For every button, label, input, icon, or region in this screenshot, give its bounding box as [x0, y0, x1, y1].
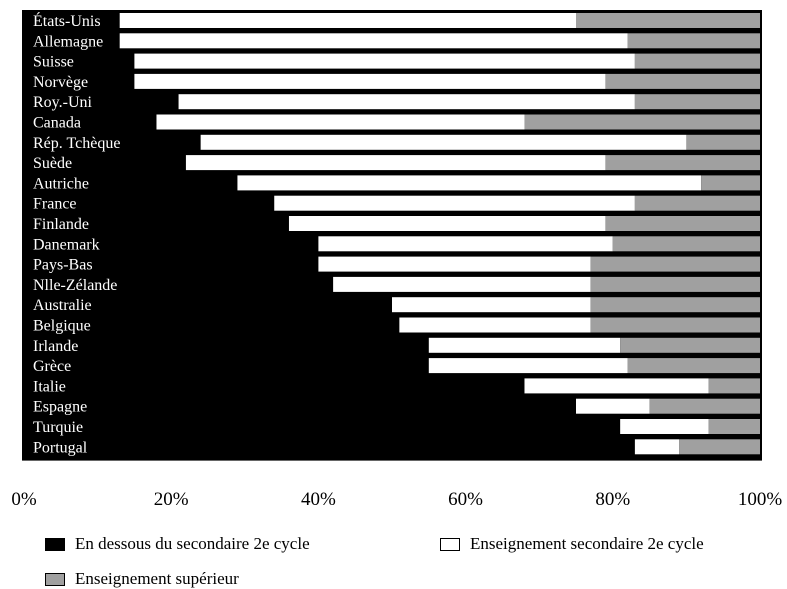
bar-segment	[576, 398, 650, 414]
bar-segment	[620, 419, 709, 434]
bar-segment	[274, 195, 635, 211]
category-label: Belgique	[33, 318, 91, 335]
category-label: France	[33, 196, 77, 213]
bar-segment	[237, 175, 702, 191]
bar-segment	[590, 276, 760, 292]
x-tick-label: 40%	[301, 489, 336, 510]
bar-segment	[24, 398, 576, 414]
bar-segment	[701, 175, 760, 191]
bar-segment	[24, 256, 319, 272]
bar-segment	[24, 73, 135, 89]
bar-segment	[24, 419, 621, 434]
bar-segment	[605, 155, 760, 171]
category-label: Danemark	[33, 236, 100, 253]
bar-segment	[134, 53, 635, 69]
bar-segment	[24, 439, 635, 455]
x-tick-label: 0%	[11, 489, 37, 510]
bar-segment	[634, 439, 680, 455]
bar-segment	[627, 358, 760, 374]
x-tick-label: 60%	[448, 489, 483, 510]
category-label: Nlle-Zélande	[33, 277, 117, 294]
bar-segment	[708, 419, 760, 434]
bar-segment	[576, 13, 760, 28]
bar-segment	[428, 337, 621, 353]
category-label: Suisse	[33, 54, 74, 71]
x-tick-label: 80%	[595, 489, 630, 510]
bar-segment	[634, 53, 760, 69]
category-label: Irlande	[33, 338, 78, 355]
category-label: Canada	[33, 115, 81, 132]
bar-segment	[590, 297, 760, 313]
category-label: Pays-Bas	[33, 257, 93, 274]
bar-segment	[24, 236, 319, 252]
bar-segment	[590, 256, 760, 272]
bar-segment	[24, 195, 275, 211]
bar-segment	[119, 33, 628, 49]
category-label: Portugal	[33, 439, 88, 456]
bar-segment	[686, 134, 760, 150]
bar-segment	[318, 236, 613, 252]
category-label: Norvège	[33, 74, 88, 91]
bar-segment	[119, 13, 577, 28]
bar-segment	[134, 73, 606, 89]
x-tick-label: 100%	[738, 489, 783, 510]
category-label: Suède	[33, 155, 72, 172]
bar-segment	[24, 134, 201, 150]
bar-segment	[590, 317, 760, 333]
bar-segment	[612, 236, 760, 252]
bar-segment	[156, 114, 525, 130]
category-label: Grèce	[33, 358, 71, 375]
bar-segment	[24, 53, 135, 69]
category-label: Autriche	[33, 175, 89, 192]
bar-segment	[708, 378, 760, 394]
category-labels-group: États-Unis Allemagne Suisse Norvège Roy.-Uni…	[33, 11, 120, 456]
category-label: Turquie	[33, 419, 83, 436]
x-tick-label: 20%	[154, 489, 189, 510]
bar-segment	[178, 94, 635, 110]
category-label: Roy.-Uni	[33, 94, 93, 111]
bar-segment	[288, 216, 606, 231]
bar-segment	[200, 134, 687, 150]
bar-segment	[399, 317, 591, 333]
bar-segment	[620, 337, 760, 353]
bar-segment	[605, 216, 760, 231]
bar-segment	[24, 94, 179, 110]
bar-segment	[649, 398, 760, 414]
bar-segment	[185, 155, 606, 171]
category-label: Australie	[33, 297, 92, 314]
category-label: Rép. Tchèque	[33, 135, 120, 152]
bar-segment	[24, 114, 157, 130]
category-label: Allemagne	[33, 33, 103, 50]
category-label: Italie	[33, 378, 66, 395]
bar-segment	[24, 297, 392, 313]
bar-segment	[24, 216, 289, 231]
category-label: Finlande	[33, 216, 89, 233]
x-axis-ticks: 0% 20% 40% 60% 80% 100%	[11, 489, 782, 510]
bar-segment	[634, 195, 760, 211]
bar-segment	[318, 256, 591, 272]
bar-segment	[634, 94, 760, 110]
bar-segment	[524, 114, 760, 130]
category-label: États-Unis	[33, 11, 101, 30]
bar-segment	[24, 317, 400, 333]
bars-group	[22, 10, 762, 461]
category-label: Espagne	[33, 399, 87, 416]
bar-segment	[24, 378, 525, 394]
bar-segment	[24, 33, 120, 49]
bar-segment	[627, 33, 760, 49]
bar-segment	[24, 337, 429, 353]
bar-segment	[24, 358, 429, 374]
bar-segment	[679, 439, 760, 455]
bar-segment	[392, 297, 591, 313]
bar-segment	[24, 175, 238, 191]
bar-segment	[605, 73, 760, 89]
bar-segment	[524, 378, 709, 394]
bar-segment	[428, 358, 628, 374]
bar-segment	[24, 13, 120, 28]
bar-segment	[24, 155, 186, 171]
bar-segment	[24, 276, 334, 292]
bar-segment	[333, 276, 591, 292]
